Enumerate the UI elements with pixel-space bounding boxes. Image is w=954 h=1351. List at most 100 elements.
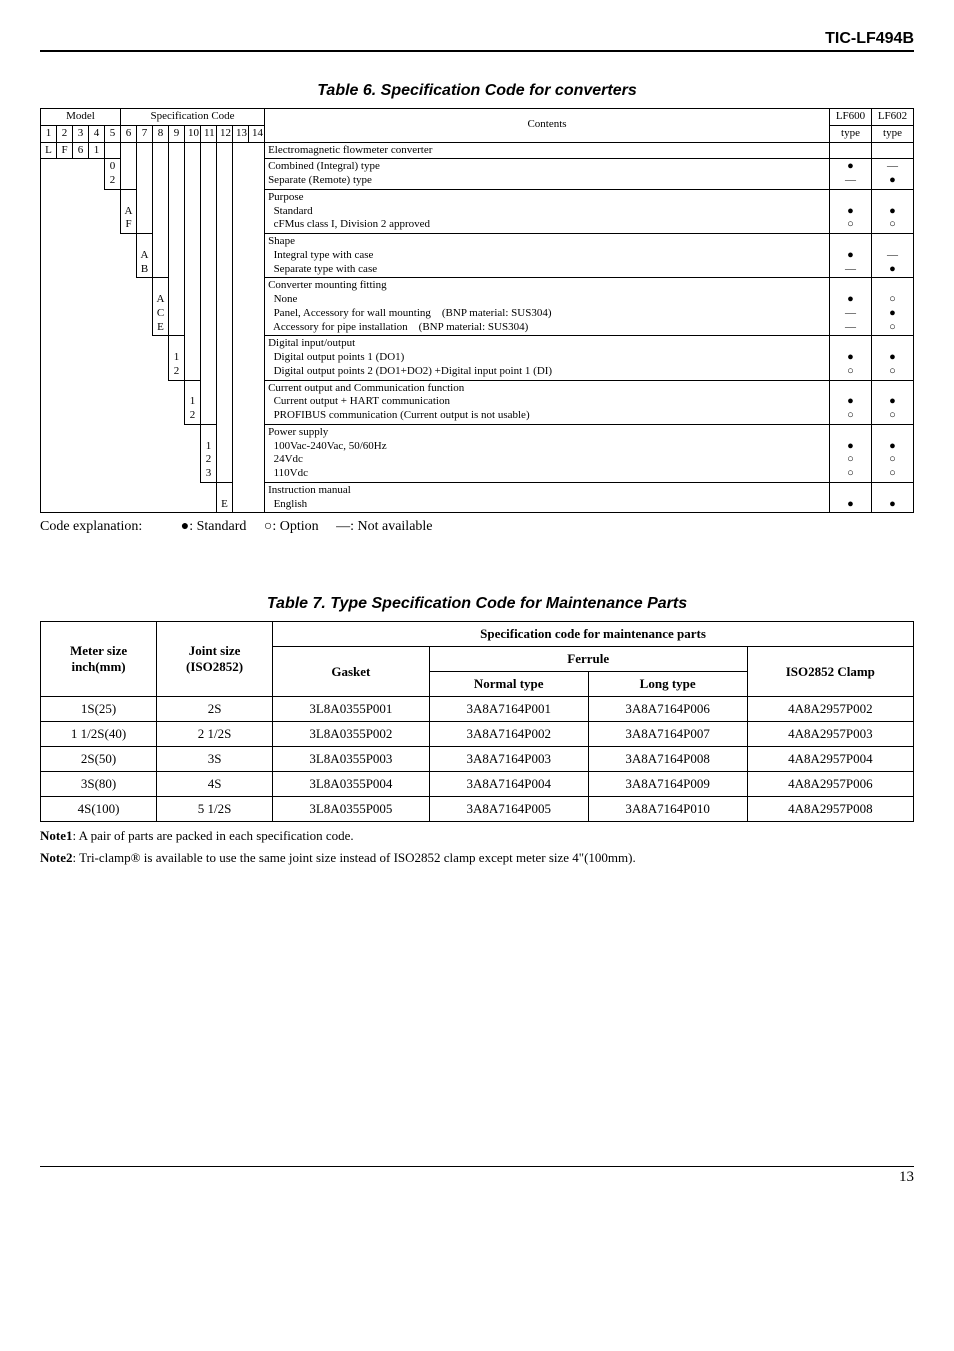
coln-2: 2 bbox=[57, 125, 73, 142]
t7-row-2: 2S(50) 3S 3L8A0355P003 3A8A7164P003 3A8A… bbox=[41, 747, 914, 772]
t7-hdr-gasket: Gasket bbox=[273, 647, 430, 697]
t7-r2-c3: 3A8A7164P003 bbox=[429, 747, 588, 772]
coln-1: 1 bbox=[41, 125, 57, 142]
t7-r2-c4: 3A8A7164P008 bbox=[588, 747, 747, 772]
coln-7: 7 bbox=[137, 125, 153, 142]
row8-text: Instruction manual English bbox=[265, 482, 830, 513]
table6: Model Specification Code Contents LF600 … bbox=[40, 108, 914, 513]
coln-14: 14 bbox=[249, 125, 265, 142]
t7-r0-c4: 3A8A7164P006 bbox=[588, 697, 747, 722]
row4-lf602: ○ ● ○ bbox=[872, 278, 914, 336]
row6-text: Current output and Communication functio… bbox=[265, 380, 830, 424]
row0-lf600 bbox=[830, 142, 872, 159]
note2-text: : Tri-clamp® is available to use the sam… bbox=[73, 850, 636, 865]
row4-code8: A C E bbox=[153, 278, 169, 336]
row8-code12: E bbox=[217, 482, 233, 513]
t7-r0-c3: 3A8A7164P001 bbox=[429, 697, 588, 722]
t7-r1-c1: 2 1/2S bbox=[157, 722, 273, 747]
t7-hdr-meter: Meter size inch(mm) bbox=[41, 622, 157, 697]
coln-11: 11 bbox=[201, 125, 217, 142]
t7-r0-c1: 2S bbox=[157, 697, 273, 722]
table6-row-3: A B Shape Integral type with case Separa… bbox=[41, 234, 914, 278]
mcode-4: 1 bbox=[89, 142, 105, 159]
t7-hdr-row1: Meter size inch(mm) Joint size (ISO2852)… bbox=[41, 622, 914, 647]
code-explanation: Code explanation: ●: Standard ○: Option … bbox=[40, 519, 914, 535]
lf600-hdr-top: LF600 bbox=[830, 109, 872, 126]
row3-text: Shape Integral type with case Separate t… bbox=[265, 234, 830, 278]
table6-row-5: 1 2 Digital input/output Digital output … bbox=[41, 336, 914, 380]
row3-lf600: ● ― bbox=[830, 234, 872, 278]
row2-text: Purpose Standard cFMus class I, Division… bbox=[265, 189, 830, 233]
row5-lf602: ● ○ bbox=[872, 336, 914, 380]
model-hdr: Model bbox=[41, 109, 121, 126]
t7-hdr-spec: Specification code for maintenance parts bbox=[273, 622, 914, 647]
note1: Note1: A pair of parts are packed in eac… bbox=[40, 828, 914, 844]
row5-code9: 1 2 bbox=[169, 336, 185, 380]
row0-lf602 bbox=[872, 142, 914, 159]
row4-lf600: ● ― ― bbox=[830, 278, 872, 336]
row6-code10: 1 2 bbox=[185, 380, 201, 424]
table6-row-0: L F 6 1 Electromagnetic flowmeter conver… bbox=[41, 142, 914, 159]
t7-r2-c5: 4A8A2957P004 bbox=[747, 747, 913, 772]
header-model: TIC-LF494B bbox=[40, 30, 914, 48]
t7-r3-c5: 4A8A2957P006 bbox=[747, 772, 913, 797]
row8-lf600: ● bbox=[830, 482, 872, 513]
row7-code11: 1 2 3 bbox=[201, 424, 217, 482]
coln-8: 8 bbox=[153, 125, 169, 142]
t7-r4-c2: 3L8A0355P005 bbox=[273, 797, 430, 822]
lf602-hdr-top: LF602 bbox=[872, 109, 914, 126]
t7-r1-c3: 3A8A7164P002 bbox=[429, 722, 588, 747]
t7-row-0: 1S(25) 2S 3L8A0355P001 3A8A7164P001 3A8A… bbox=[41, 697, 914, 722]
note2-label: Note2 bbox=[40, 850, 73, 865]
t7-row-1: 1 1/2S(40) 2 1/2S 3L8A0355P002 3A8A7164P… bbox=[41, 722, 914, 747]
table6-title: Table 6. Specification Code for converte… bbox=[40, 82, 914, 100]
t7-r0-c5: 4A8A2957P002 bbox=[747, 697, 913, 722]
t7-row-3: 3S(80) 4S 3L8A0355P004 3A8A7164P004 3A8A… bbox=[41, 772, 914, 797]
page-number: 13 bbox=[40, 1169, 914, 1186]
coln-6: 6 bbox=[121, 125, 137, 142]
coln-3: 3 bbox=[73, 125, 89, 142]
t7-r4-c3: 3A8A7164P005 bbox=[429, 797, 588, 822]
row7-text: Power supply 100Vac-240Vac, 50/60Hz 24Vd… bbox=[265, 424, 830, 482]
coln-4: 4 bbox=[89, 125, 105, 142]
row1-code5: 0 2 bbox=[105, 159, 121, 190]
speccode-hdr: Specification Code bbox=[121, 109, 265, 126]
header-rule bbox=[40, 50, 914, 52]
t7-hdr-ferrule: Ferrule bbox=[429, 647, 747, 672]
t7-r2-c2: 3L8A0355P003 bbox=[273, 747, 430, 772]
t7-r3-c2: 3L8A0355P004 bbox=[273, 772, 430, 797]
t7-hdr-joint: Joint size (ISO2852) bbox=[157, 622, 273, 697]
footer-rule bbox=[40, 1166, 914, 1167]
note1-label: Note1 bbox=[40, 828, 73, 843]
t7-r0-c0: 1S(25) bbox=[41, 697, 157, 722]
row5-lf600: ● ○ bbox=[830, 336, 872, 380]
table6-row-1: 0 2 Combined (Integral) type Separate (R… bbox=[41, 159, 914, 190]
coln-12: 12 bbox=[217, 125, 233, 142]
row0-text: Electromagnetic flowmeter converter bbox=[265, 142, 830, 159]
mcode-1: L bbox=[41, 142, 57, 159]
coln-13: 13 bbox=[233, 125, 249, 142]
t7-r2-c1: 3S bbox=[157, 747, 273, 772]
t7-r1-c5: 4A8A2957P003 bbox=[747, 722, 913, 747]
t7-r0-c2: 3L8A0355P001 bbox=[273, 697, 430, 722]
note1-text: : A pair of parts are packed in each spe… bbox=[73, 828, 354, 843]
row2-lf600: ● ○ bbox=[830, 189, 872, 233]
row4-text: Converter mounting fitting None Panel, A… bbox=[265, 278, 830, 336]
table6-row-7: 1 2 3 Power supply 100Vac-240Vac, 50/60H… bbox=[41, 424, 914, 482]
row1-lf600: ● ― bbox=[830, 159, 872, 190]
t7-r3-c4: 3A8A7164P009 bbox=[588, 772, 747, 797]
t7-row-4: 4S(100) 5 1/2S 3L8A0355P005 3A8A7164P005… bbox=[41, 797, 914, 822]
table6-row-8: E Instruction manual English ● ● bbox=[41, 482, 914, 513]
t7-hdr-long: Long type bbox=[588, 672, 747, 697]
t7-r3-c0: 3S(80) bbox=[41, 772, 157, 797]
t7-r1-c2: 3L8A0355P002 bbox=[273, 722, 430, 747]
row5-text: Digital input/output Digital output poin… bbox=[265, 336, 830, 380]
row2-lf602: ● ○ bbox=[872, 189, 914, 233]
row1-text: Combined (Integral) type Separate (Remot… bbox=[265, 159, 830, 190]
row1-lf602: ― ● bbox=[872, 159, 914, 190]
t7-r4-c0: 4S(100) bbox=[41, 797, 157, 822]
t7-r1-c4: 3A8A7164P007 bbox=[588, 722, 747, 747]
row3-lf602: ― ● bbox=[872, 234, 914, 278]
lf600-hdr-bot: type bbox=[830, 125, 872, 142]
table6-row-4: A C E Converter mounting fitting None Pa… bbox=[41, 278, 914, 336]
